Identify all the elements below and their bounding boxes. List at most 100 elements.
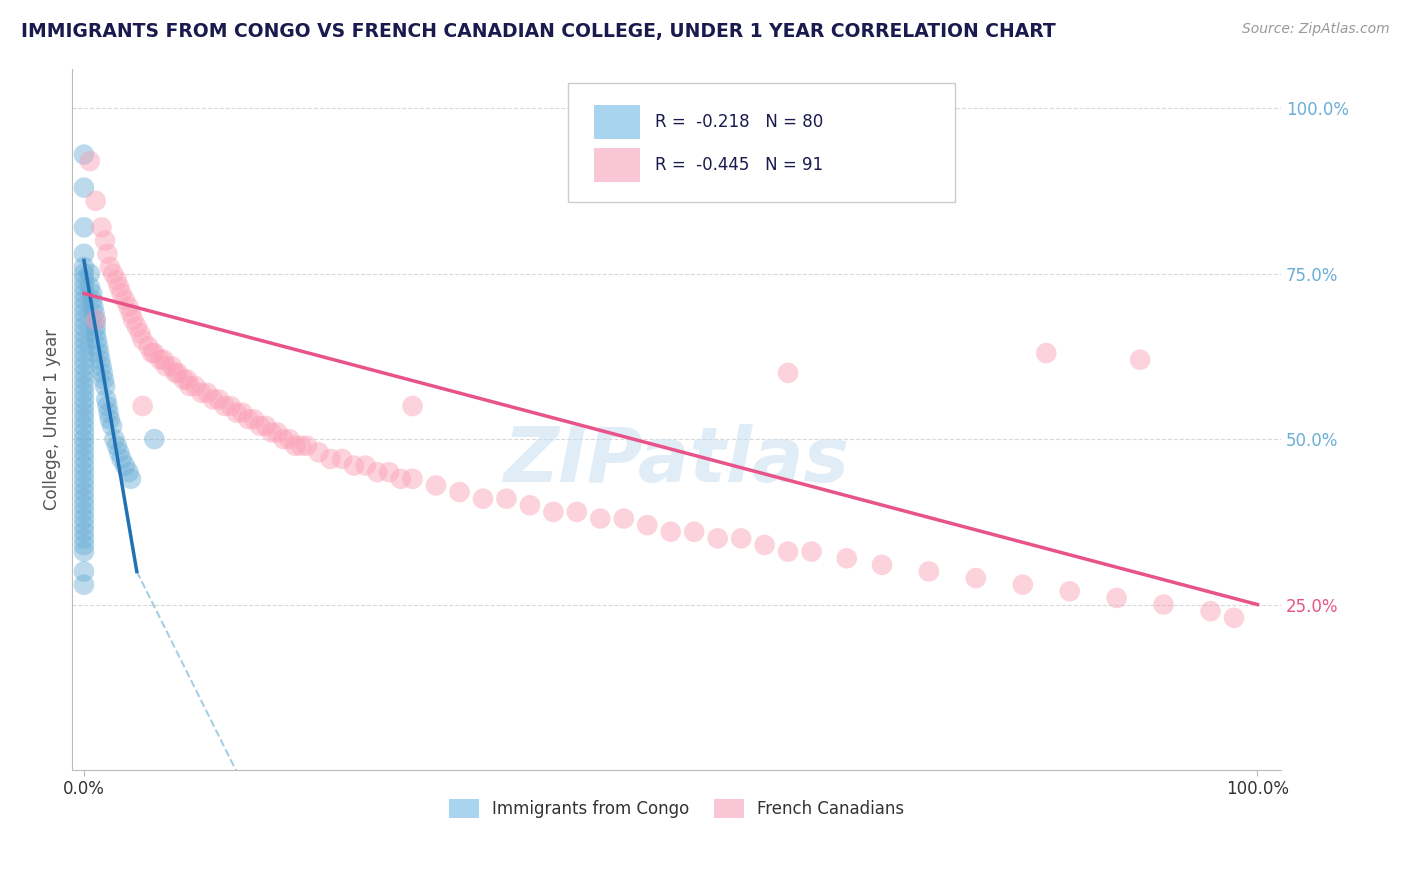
Point <box>754 538 776 552</box>
Point <box>179 379 201 393</box>
Point <box>131 333 153 347</box>
Point <box>73 293 96 307</box>
Point <box>82 300 104 314</box>
Text: Source: ZipAtlas.com: Source: ZipAtlas.com <box>1241 22 1389 37</box>
Point <box>84 313 107 327</box>
Point <box>589 511 612 525</box>
Point <box>73 273 96 287</box>
Y-axis label: College, Under 1 year: College, Under 1 year <box>44 328 60 510</box>
Point <box>472 491 495 506</box>
Point <box>73 366 96 380</box>
Point <box>73 300 96 314</box>
Point <box>565 505 588 519</box>
Point <box>96 392 118 407</box>
Point <box>73 406 96 420</box>
Point <box>73 346 96 360</box>
Point <box>176 373 198 387</box>
Point <box>114 458 136 473</box>
Point <box>73 306 96 320</box>
Point <box>73 505 96 519</box>
Point <box>73 280 96 294</box>
Point <box>97 406 120 420</box>
Point <box>366 465 388 479</box>
Point <box>79 280 101 294</box>
Point <box>110 286 132 301</box>
Point <box>73 465 96 479</box>
Point <box>401 399 423 413</box>
Point <box>73 220 96 235</box>
Point <box>73 445 96 459</box>
Point <box>1223 611 1246 625</box>
Point <box>330 452 353 467</box>
Point <box>98 260 121 274</box>
Point <box>706 532 728 546</box>
Point <box>290 439 312 453</box>
Point <box>73 326 96 341</box>
Point <box>73 565 96 579</box>
Point <box>214 399 236 413</box>
Point <box>260 425 283 440</box>
Point <box>778 366 800 380</box>
Point <box>73 147 96 161</box>
Point <box>96 399 118 413</box>
Point <box>73 524 96 539</box>
Point <box>82 293 104 307</box>
Point <box>219 399 242 413</box>
Point <box>378 465 401 479</box>
Point <box>84 326 107 341</box>
Legend: Immigrants from Congo, French Canadians: Immigrants from Congo, French Canadians <box>441 792 911 825</box>
Text: IMMIGRANTS FROM CONGO VS FRENCH CANADIAN COLLEGE, UNDER 1 YEAR CORRELATION CHART: IMMIGRANTS FROM CONGO VS FRENCH CANADIAN… <box>21 22 1056 41</box>
Point <box>1153 598 1175 612</box>
Point <box>73 532 96 546</box>
Point <box>125 319 148 334</box>
Point <box>184 379 207 393</box>
Point <box>73 472 96 486</box>
Point <box>165 366 187 380</box>
Point <box>73 511 96 525</box>
Point <box>73 458 96 473</box>
Point <box>354 458 377 473</box>
Point <box>73 577 96 591</box>
Point <box>1199 604 1222 618</box>
Point <box>73 180 96 194</box>
Point <box>659 524 682 539</box>
Point <box>84 319 107 334</box>
Point <box>120 472 142 486</box>
Point <box>73 260 96 274</box>
Point <box>73 485 96 500</box>
Point <box>778 544 800 558</box>
Point <box>94 379 117 393</box>
Point <box>155 359 177 374</box>
Point <box>108 445 131 459</box>
Text: ZIPatlas: ZIPatlas <box>503 425 849 499</box>
Point <box>143 346 166 360</box>
Point <box>1011 577 1033 591</box>
Point <box>108 280 131 294</box>
Point <box>138 339 160 353</box>
Point <box>1035 346 1057 360</box>
Point <box>73 313 96 327</box>
Point <box>202 392 225 407</box>
Point <box>835 551 858 566</box>
Point <box>117 300 139 314</box>
Point <box>73 498 96 512</box>
Point <box>152 352 174 367</box>
Point <box>73 385 96 400</box>
Point <box>284 439 307 453</box>
Point <box>84 313 107 327</box>
Point <box>636 518 658 533</box>
Point <box>1105 591 1128 605</box>
FancyBboxPatch shape <box>568 83 955 202</box>
Point <box>389 472 412 486</box>
Point <box>73 418 96 433</box>
Point <box>730 532 752 546</box>
Point <box>243 412 266 426</box>
Point <box>131 399 153 413</box>
Point <box>273 432 295 446</box>
Point <box>231 406 253 420</box>
Point <box>73 379 96 393</box>
Text: R =  -0.445   N = 91: R = -0.445 N = 91 <box>655 156 823 174</box>
Point <box>870 558 893 572</box>
Point <box>254 418 277 433</box>
Point <box>319 452 342 467</box>
